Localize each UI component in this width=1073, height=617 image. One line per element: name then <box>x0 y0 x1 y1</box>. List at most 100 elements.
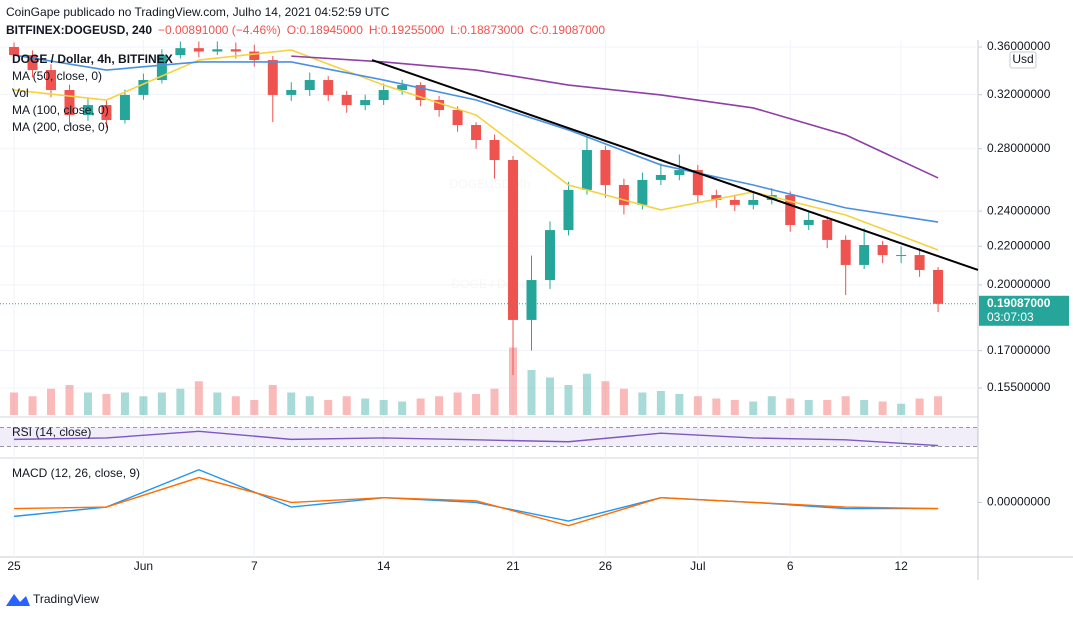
moving-average <box>291 55 939 179</box>
volume-bar <box>897 403 906 415</box>
volume-bar <box>656 391 665 415</box>
ohlc-value: L:0.18873000 <box>450 23 524 37</box>
tradingview-logo <box>6 594 30 606</box>
volume-bar <box>120 392 129 415</box>
candle-body <box>27 55 38 71</box>
candle-body <box>397 85 408 91</box>
candle-body <box>64 90 75 116</box>
volume-bar <box>472 394 481 415</box>
candle-body <box>341 94 352 106</box>
candle-body <box>212 49 223 52</box>
candle-body <box>286 90 297 95</box>
volume-bar <box>361 398 370 415</box>
candle-body <box>156 55 167 81</box>
volume-bar <box>582 373 591 415</box>
candle-body <box>101 105 112 120</box>
volume-bar <box>102 394 111 415</box>
volume-bar <box>767 396 776 415</box>
moving-average <box>13 49 939 251</box>
x-tick-label: 14 <box>377 559 391 573</box>
candle-body <box>508 159 519 320</box>
candle-body <box>729 199 740 205</box>
volume-bar <box>878 401 887 415</box>
brand: TradingView <box>33 592 99 606</box>
volume-bar <box>527 370 536 415</box>
candle-body <box>249 51 260 61</box>
volume-bar <box>712 398 721 415</box>
x-tick-label: 12 <box>894 559 908 573</box>
candle-body <box>360 100 371 106</box>
candle-body <box>526 280 537 320</box>
y-tick-label: 0.32000000 <box>987 87 1051 101</box>
candle-body <box>581 150 592 190</box>
candle-body <box>452 110 463 126</box>
change: −0.00891000 (−4.46%) <box>158 23 281 37</box>
symbol-line: BITFINEX:DOGEUSD, 240 −0.00891000 (−4.46%… <box>6 23 605 37</box>
x-tick-label: 7 <box>251 559 258 573</box>
candle-body <box>785 195 796 225</box>
volume-bar <box>231 396 240 415</box>
volume-bar <box>509 347 518 415</box>
x-tick-label: Jun <box>134 559 153 573</box>
last-price-box <box>979 295 1069 326</box>
volume-bar <box>545 377 554 415</box>
x-tick-label: 25 <box>7 559 21 573</box>
volume-bar <box>915 398 924 415</box>
moving-average <box>13 54 939 223</box>
volume-bar <box>28 396 37 415</box>
y-tick-label: 0.20000000 <box>987 277 1051 291</box>
candle-body <box>933 269 944 304</box>
x-tick-label: 21 <box>506 559 520 573</box>
candle-body <box>434 100 445 111</box>
volume-bar <box>250 400 259 415</box>
volume-bar <box>823 400 832 415</box>
y-tick-label: 0.24000000 <box>987 203 1051 217</box>
volume-bar <box>435 396 444 415</box>
indicator-line <box>14 476 939 527</box>
legend-entry: DOGE / Dollar, 4h, BITFINEX <box>12 52 173 66</box>
candle-body <box>230 49 241 52</box>
unit-box <box>1009 51 1037 69</box>
volume-bar <box>268 385 277 415</box>
volume-bar <box>47 388 56 415</box>
candle-body <box>692 170 703 196</box>
legend-entry: Vol <box>12 86 29 100</box>
volume-bar <box>342 396 351 415</box>
candle-body <box>544 230 555 281</box>
volume-bar <box>749 401 758 415</box>
volume-bar <box>176 388 185 415</box>
y-tick-label: 0.22000000 <box>987 238 1051 252</box>
candle-body <box>655 174 666 180</box>
candle-body <box>618 184 629 205</box>
candle-body <box>896 255 907 257</box>
rsi-band <box>0 427 978 447</box>
y-tick-label: 0.15500000 <box>987 380 1051 394</box>
volume-bar <box>305 396 314 415</box>
publisher-line: CoinGape publicado no TradingView.com, J… <box>6 5 390 19</box>
candle-body <box>82 105 93 116</box>
candle-body <box>193 48 204 52</box>
symbol: BITFINEX:DOGEUSD, 240 <box>6 23 152 37</box>
volume-bar <box>287 392 296 415</box>
volume-bar <box>194 381 203 415</box>
pane-title: MACD (12, 26, close, 9) <box>12 466 140 480</box>
volume-bar <box>398 401 407 415</box>
candle-body <box>471 125 482 140</box>
indicator-line <box>14 430 939 447</box>
volume-bar <box>841 396 850 415</box>
legend-entry: MA (50, close, 0) <box>12 69 102 83</box>
candle-body <box>748 199 759 205</box>
candle-body <box>9 47 20 56</box>
legend-entry: MA (200, close, 0) <box>12 120 109 134</box>
trendline <box>371 59 979 271</box>
y-tick-label: 0.28000000 <box>987 141 1051 155</box>
watermark: DOGEUSD, 4h <box>450 177 531 191</box>
candle-body <box>378 90 389 101</box>
candle-body <box>859 245 870 265</box>
x-tick-label: 26 <box>599 559 613 573</box>
candle-body <box>323 80 334 95</box>
volume-bar <box>139 396 148 415</box>
ohlc-value: O:0.18945000 <box>287 23 363 37</box>
volume-bar <box>564 385 573 415</box>
